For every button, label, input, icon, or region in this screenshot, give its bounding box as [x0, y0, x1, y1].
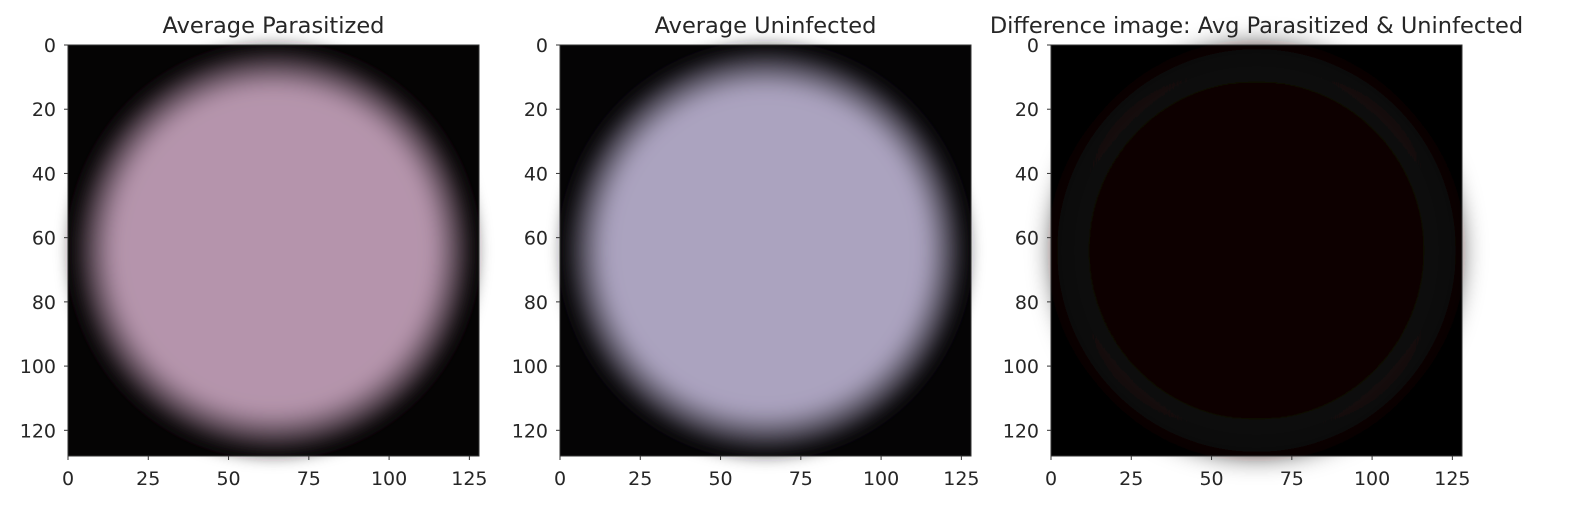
chart-panel-2: Average Uninfected 0 25 50 75 100 125 0 20 40 60 80… — [512, 13, 980, 490]
y-tick-label: 0 — [536, 35, 548, 57]
x-tick-label: 25 — [628, 468, 652, 490]
cell-image — [1057, 49, 1456, 452]
y-tick-label: 60 — [524, 228, 548, 250]
y-tick-label: 40 — [32, 163, 56, 185]
x-tick-label: 125 — [1434, 468, 1470, 490]
x-tick-label: 50 — [216, 468, 240, 490]
y-tick-label: 80 — [32, 292, 56, 314]
x-tick-label: 25 — [1119, 468, 1143, 490]
y-tick-label: 100 — [512, 356, 548, 378]
y-tick-label: 80 — [524, 292, 548, 314]
y-tick-label: 60 — [32, 228, 56, 250]
cell-image — [566, 49, 965, 452]
y-tick-label: 20 — [1015, 99, 1039, 121]
y-tick-label: 100 — [20, 356, 56, 378]
y-tick-label: 40 — [1015, 163, 1039, 185]
y-tick-label: 0 — [1027, 35, 1039, 57]
cell-image — [74, 49, 473, 452]
chart-panel-1: Average Parasitized 0 25 50 75 100 125 0 20 40 60 8… — [20, 13, 488, 490]
axes-frame — [1050, 44, 1463, 457]
x-tick-label: 50 — [1199, 468, 1223, 490]
y-tick-label: 20 — [32, 99, 56, 121]
y-tick-label: 0 — [44, 35, 56, 57]
chart-title: Difference image: Avg Parasitized & Unin… — [990, 13, 1523, 39]
x-tick-label: 75 — [789, 468, 813, 490]
y-tick-label: 120 — [20, 420, 56, 442]
y-tick-label: 20 — [524, 99, 548, 121]
x-tick-label: 125 — [451, 468, 487, 490]
x-tick-label: 100 — [371, 468, 407, 490]
y-tick-label: 120 — [1003, 420, 1039, 442]
x-tick-label: 100 — [1354, 468, 1390, 490]
x-tick-label: 50 — [708, 468, 732, 490]
chart-panel-3: Difference image: Avg Parasitized & Unin… — [990, 13, 1523, 490]
x-tick-label: 0 — [1045, 468, 1057, 490]
axes-frame — [67, 44, 480, 457]
chart-title: Average Parasitized — [163, 13, 385, 39]
y-tick-label: 100 — [1003, 356, 1039, 378]
x-tick-label: 125 — [943, 468, 979, 490]
chart-title: Average Uninfected — [655, 13, 877, 39]
x-tick-label: 0 — [554, 468, 566, 490]
y-tick-label: 120 — [512, 420, 548, 442]
x-tick-label: 75 — [1280, 468, 1304, 490]
axes-frame — [559, 44, 972, 457]
x-tick-label: 75 — [297, 468, 321, 490]
x-tick-label: 25 — [136, 468, 160, 490]
x-tick-label: 0 — [62, 468, 74, 490]
y-tick-label: 40 — [524, 163, 548, 185]
y-tick-label: 80 — [1015, 292, 1039, 314]
x-tick-label: 100 — [863, 468, 899, 490]
y-tick-label: 60 — [1015, 228, 1039, 250]
